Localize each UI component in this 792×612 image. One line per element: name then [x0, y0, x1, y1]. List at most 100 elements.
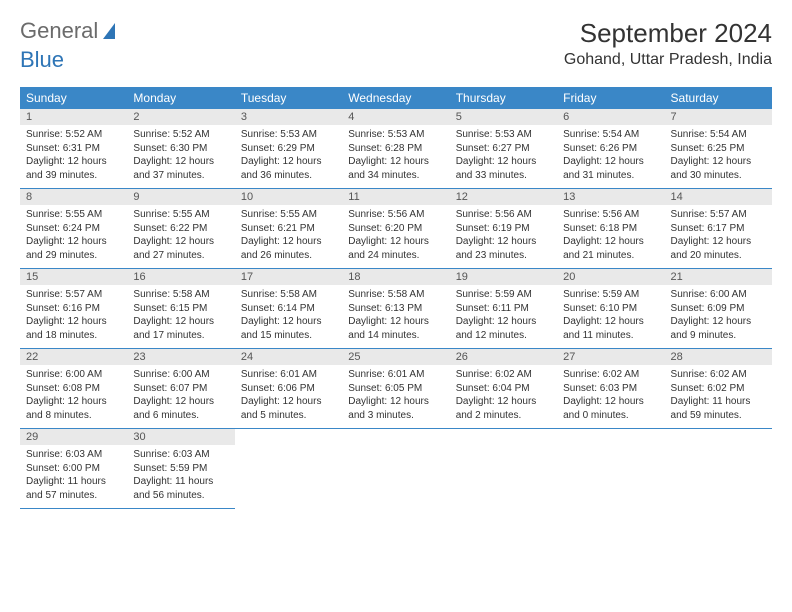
- day-details: Sunrise: 6:02 AMSunset: 6:02 PMDaylight:…: [665, 365, 772, 428]
- sunset-text: Sunset: 6:09 PM: [671, 302, 766, 316]
- day-details: Sunrise: 5:55 AMSunset: 6:22 PMDaylight:…: [127, 205, 234, 268]
- day-details: Sunrise: 5:59 AMSunset: 6:10 PMDaylight:…: [557, 285, 664, 348]
- sunrise-text: Sunrise: 5:56 AM: [348, 208, 443, 222]
- sunrise-text: Sunrise: 6:02 AM: [563, 368, 658, 382]
- calendar-row: 1Sunrise: 5:52 AMSunset: 6:31 PMDaylight…: [20, 109, 772, 189]
- daylight-text: Daylight: 12 hours and 9 minutes.: [671, 315, 766, 342]
- calendar-cell: 20Sunrise: 5:59 AMSunset: 6:10 PMDayligh…: [557, 269, 664, 349]
- daylight-text: Daylight: 12 hours and 12 minutes.: [456, 315, 551, 342]
- sunset-text: Sunset: 6:07 PM: [133, 382, 228, 396]
- sunrise-text: Sunrise: 5:55 AM: [26, 208, 121, 222]
- daylight-text: Daylight: 12 hours and 5 minutes.: [241, 395, 336, 422]
- calendar-cell: 10Sunrise: 5:55 AMSunset: 6:21 PMDayligh…: [235, 189, 342, 269]
- sunset-text: Sunset: 6:06 PM: [241, 382, 336, 396]
- sunrise-text: Sunrise: 5:55 AM: [241, 208, 336, 222]
- day-header: Friday: [557, 87, 664, 109]
- calendar-cell: 29Sunrise: 6:03 AMSunset: 6:00 PMDayligh…: [20, 429, 127, 509]
- day-details: Sunrise: 5:53 AMSunset: 6:28 PMDaylight:…: [342, 125, 449, 188]
- day-number: 2: [127, 109, 234, 125]
- daylight-text: Daylight: 12 hours and 20 minutes.: [671, 235, 766, 262]
- day-details: Sunrise: 5:58 AMSunset: 6:14 PMDaylight:…: [235, 285, 342, 348]
- day-number: 18: [342, 269, 449, 285]
- calendar-cell: 15Sunrise: 5:57 AMSunset: 6:16 PMDayligh…: [20, 269, 127, 349]
- day-details: Sunrise: 6:02 AMSunset: 6:04 PMDaylight:…: [450, 365, 557, 428]
- sunrise-text: Sunrise: 5:56 AM: [563, 208, 658, 222]
- page-title: September 2024: [564, 18, 772, 49]
- day-number: 11: [342, 189, 449, 205]
- day-details: Sunrise: 5:52 AMSunset: 6:30 PMDaylight:…: [127, 125, 234, 188]
- sunrise-text: Sunrise: 5:58 AM: [241, 288, 336, 302]
- sunrise-text: Sunrise: 5:55 AM: [133, 208, 228, 222]
- day-number: 10: [235, 189, 342, 205]
- day-details: Sunrise: 6:01 AMSunset: 6:06 PMDaylight:…: [235, 365, 342, 428]
- sunset-text: Sunset: 6:21 PM: [241, 222, 336, 236]
- sunrise-text: Sunrise: 6:03 AM: [26, 448, 121, 462]
- day-number: 4: [342, 109, 449, 125]
- logo-sail-icon: [102, 22, 122, 40]
- day-number: 20: [557, 269, 664, 285]
- day-details: Sunrise: 5:57 AMSunset: 6:17 PMDaylight:…: [665, 205, 772, 268]
- calendar-body: 1Sunrise: 5:52 AMSunset: 6:31 PMDaylight…: [20, 109, 772, 509]
- sunset-text: Sunset: 5:59 PM: [133, 462, 228, 476]
- day-details: Sunrise: 5:54 AMSunset: 6:26 PMDaylight:…: [557, 125, 664, 188]
- title-block: September 2024 Gohand, Uttar Pradesh, In…: [564, 18, 772, 69]
- daylight-text: Daylight: 12 hours and 6 minutes.: [133, 395, 228, 422]
- calendar-cell: 27Sunrise: 6:02 AMSunset: 6:03 PMDayligh…: [557, 349, 664, 429]
- day-number: 1: [20, 109, 127, 125]
- sunrise-text: Sunrise: 5:53 AM: [241, 128, 336, 142]
- calendar-cell: 2Sunrise: 5:52 AMSunset: 6:30 PMDaylight…: [127, 109, 234, 189]
- day-details: Sunrise: 5:57 AMSunset: 6:16 PMDaylight:…: [20, 285, 127, 348]
- calendar-cell: 6Sunrise: 5:54 AMSunset: 6:26 PMDaylight…: [557, 109, 664, 189]
- day-header: Thursday: [450, 87, 557, 109]
- sunrise-text: Sunrise: 6:02 AM: [456, 368, 551, 382]
- calendar-cell: 21Sunrise: 6:00 AMSunset: 6:09 PMDayligh…: [665, 269, 772, 349]
- day-details: Sunrise: 5:54 AMSunset: 6:25 PMDaylight:…: [665, 125, 772, 188]
- day-number: 6: [557, 109, 664, 125]
- sunset-text: Sunset: 6:22 PM: [133, 222, 228, 236]
- day-details: Sunrise: 5:56 AMSunset: 6:20 PMDaylight:…: [342, 205, 449, 268]
- daylight-text: Daylight: 12 hours and 34 minutes.: [348, 155, 443, 182]
- daylight-text: Daylight: 11 hours and 56 minutes.: [133, 475, 228, 502]
- day-header: Wednesday: [342, 87, 449, 109]
- daylight-text: Daylight: 12 hours and 11 minutes.: [563, 315, 658, 342]
- day-number: 28: [665, 349, 772, 365]
- day-number: 5: [450, 109, 557, 125]
- daylight-text: Daylight: 12 hours and 2 minutes.: [456, 395, 551, 422]
- sunset-text: Sunset: 6:14 PM: [241, 302, 336, 316]
- sunrise-text: Sunrise: 5:53 AM: [456, 128, 551, 142]
- day-details: Sunrise: 5:55 AMSunset: 6:21 PMDaylight:…: [235, 205, 342, 268]
- calendar-row: 29Sunrise: 6:03 AMSunset: 6:00 PMDayligh…: [20, 429, 772, 509]
- daylight-text: Daylight: 12 hours and 0 minutes.: [563, 395, 658, 422]
- calendar-cell: 13Sunrise: 5:56 AMSunset: 6:18 PMDayligh…: [557, 189, 664, 269]
- day-header: Tuesday: [235, 87, 342, 109]
- day-details: Sunrise: 6:03 AMSunset: 6:00 PMDaylight:…: [20, 445, 127, 508]
- calendar-cell: ..: [557, 429, 664, 509]
- sunrise-text: Sunrise: 5:54 AM: [671, 128, 766, 142]
- day-number: 24: [235, 349, 342, 365]
- day-details: Sunrise: 5:59 AMSunset: 6:11 PMDaylight:…: [450, 285, 557, 348]
- day-details: Sunrise: 5:53 AMSunset: 6:29 PMDaylight:…: [235, 125, 342, 188]
- calendar-row: 22Sunrise: 6:00 AMSunset: 6:08 PMDayligh…: [20, 349, 772, 429]
- sunset-text: Sunset: 6:11 PM: [456, 302, 551, 316]
- daylight-text: Daylight: 12 hours and 33 minutes.: [456, 155, 551, 182]
- calendar-cell: 26Sunrise: 6:02 AMSunset: 6:04 PMDayligh…: [450, 349, 557, 429]
- location-text: Gohand, Uttar Pradesh, India: [564, 51, 772, 69]
- sunset-text: Sunset: 6:04 PM: [456, 382, 551, 396]
- day-details: Sunrise: 5:53 AMSunset: 6:27 PMDaylight:…: [450, 125, 557, 188]
- sunrise-text: Sunrise: 5:53 AM: [348, 128, 443, 142]
- daylight-text: Daylight: 12 hours and 8 minutes.: [26, 395, 121, 422]
- calendar-cell: 19Sunrise: 5:59 AMSunset: 6:11 PMDayligh…: [450, 269, 557, 349]
- sunrise-text: Sunrise: 6:02 AM: [671, 368, 766, 382]
- logo-text-1: General: [20, 18, 98, 44]
- daylight-text: Daylight: 12 hours and 18 minutes.: [26, 315, 121, 342]
- daylight-text: Daylight: 12 hours and 23 minutes.: [456, 235, 551, 262]
- sunrise-text: Sunrise: 5:57 AM: [671, 208, 766, 222]
- sunset-text: Sunset: 6:20 PM: [348, 222, 443, 236]
- calendar-cell: 11Sunrise: 5:56 AMSunset: 6:20 PMDayligh…: [342, 189, 449, 269]
- daylight-text: Daylight: 12 hours and 3 minutes.: [348, 395, 443, 422]
- day-header: Saturday: [665, 87, 772, 109]
- sunrise-text: Sunrise: 6:00 AM: [26, 368, 121, 382]
- calendar-table: Sunday Monday Tuesday Wednesday Thursday…: [20, 87, 772, 509]
- sunset-text: Sunset: 6:16 PM: [26, 302, 121, 316]
- calendar-cell: 8Sunrise: 5:55 AMSunset: 6:24 PMDaylight…: [20, 189, 127, 269]
